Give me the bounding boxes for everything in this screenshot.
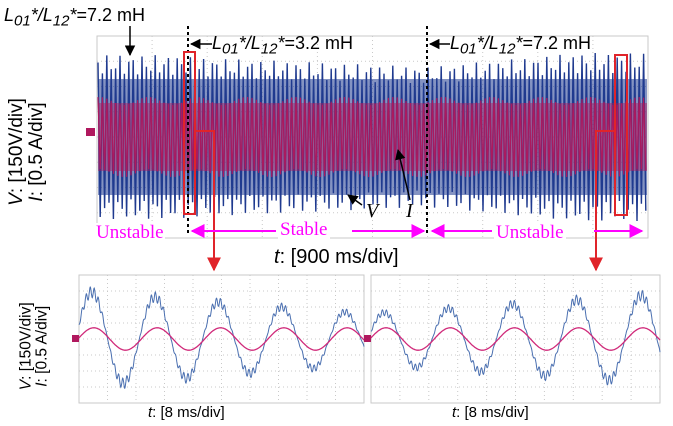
zoom-arrow-right xyxy=(589,130,615,272)
zoom-arrow-left xyxy=(195,130,221,272)
zoom-current-trace xyxy=(370,327,661,351)
voltage-trace-label: V xyxy=(366,200,379,222)
stability-label-stable: Stable xyxy=(278,219,330,240)
ground-marker xyxy=(86,128,95,136)
main-traces xyxy=(97,52,647,222)
zoom-current-trace xyxy=(78,327,365,351)
highlight-box-left xyxy=(183,51,196,215)
voltage-label-arrow xyxy=(347,194,363,206)
main-x-axis-label: t: [900 ms/div] xyxy=(274,246,399,268)
zoom-ground-marker xyxy=(72,335,79,342)
highlight-box-right xyxy=(614,54,628,216)
inductance-annotation-3: L01*/L12*=7.2 mH xyxy=(450,33,591,58)
stability-label-unstable-right: Unstable xyxy=(494,222,566,243)
main-overlays xyxy=(124,26,644,272)
zoom-y-axis-label: V: [150V/div] I: [0.5 A/div] xyxy=(17,302,51,391)
main-y-axis-label: V: [150V/div] I: [0.5 A/div] xyxy=(6,98,47,206)
current-label-arrow xyxy=(395,148,411,201)
zoom-voltage-trace xyxy=(370,289,661,386)
inductance-annotation-1: L01*/L12*=7.2 mH xyxy=(4,5,145,30)
current-trace xyxy=(97,96,647,178)
zoom-scope-right xyxy=(364,274,661,404)
current-trace-label: I xyxy=(406,200,413,222)
inductance-annotation-2: L01*/L12*=3.2 mH xyxy=(212,33,353,58)
zoom-ground-marker xyxy=(364,335,371,342)
zoom-scope-left xyxy=(72,274,365,404)
current-band xyxy=(98,103,647,171)
zoom-right-x-axis-label: t: [8 ms/div] xyxy=(452,404,529,421)
stability-label-unstable-left: Unstable xyxy=(95,222,165,243)
zoom-voltage-trace xyxy=(78,286,365,389)
zoom-left-x-axis-label: t: [8 ms/div] xyxy=(148,404,225,421)
